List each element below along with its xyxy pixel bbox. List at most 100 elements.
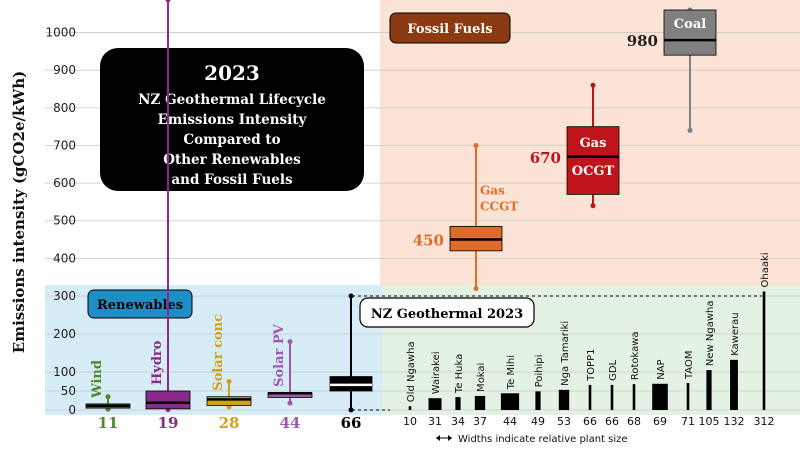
plant-topp1: TOPP1 66: [583, 349, 597, 428]
y-tick-label: 500: [53, 214, 76, 228]
median-value: 980: [627, 32, 658, 50]
box-plots: 11 Wind 19 Hydro 28 Solar conc 44 Solar PV 66 450…: [85, 0, 717, 432]
plant-new-ngawha: New Ngawha 105: [699, 301, 720, 428]
plant-name: Poihipi: [534, 355, 545, 388]
series-label: Gas: [580, 136, 607, 151]
box-plot-coal: 980 Coal: [627, 7, 717, 133]
whisker-cap: [590, 203, 596, 209]
plant-value: 66: [605, 415, 619, 428]
plant-bar: [686, 383, 690, 410]
plant-name: Old Ngawha: [406, 341, 417, 402]
title-line: and Fossil Fuels: [171, 172, 293, 188]
box-plot-hydro: 19 Hydro: [145, 0, 191, 432]
median-value: 11: [98, 414, 119, 432]
plant-name: Ohaaki: [760, 252, 771, 287]
box: [566, 126, 620, 195]
y-tick-label: 200: [53, 327, 76, 341]
y-tick-label: 50: [61, 384, 76, 398]
box-plot-solar-conc: 28 Solar conc: [206, 314, 252, 432]
plant-value: 105: [699, 415, 720, 428]
plant-value: 312: [754, 415, 775, 428]
title-box: [100, 48, 364, 191]
box-plot-gas-ocgt: 670 Gas OCGT: [530, 82, 620, 209]
plant-mokai: Mokai 37: [473, 363, 487, 428]
renewables-label-box: [87, 289, 193, 319]
plant-value: 132: [724, 415, 745, 428]
series-label: Wind: [90, 360, 105, 399]
plant-name: TAOM: [684, 351, 695, 381]
plant-name: Nga Tamariki: [560, 321, 571, 386]
plant-bar: [706, 370, 712, 410]
median-value: 28: [219, 414, 240, 432]
plant-name: New Ngawha: [705, 301, 716, 367]
series-label: Solar PV: [272, 323, 287, 387]
plant-name: Rotokawa: [630, 331, 641, 380]
plant-value: 68: [627, 415, 641, 428]
plant-bar: [588, 384, 592, 410]
plant-old-ngawha: Old Ngawha 10: [403, 341, 417, 428]
plant-value: 66: [583, 415, 597, 428]
whisker-cap: [287, 339, 293, 345]
box-plot-solar-pv: 44 Solar PV: [267, 323, 313, 432]
plant-name: Wairakei: [431, 351, 442, 394]
plant-nga-tamariki: Nga Tamariki 53: [557, 321, 571, 428]
width-note: Widths indicate relative plant size: [436, 434, 628, 445]
plant-kawerau: Kawerau 132: [724, 312, 745, 428]
whisker-cap: [165, 0, 171, 3]
y-tick-label: 100: [53, 365, 76, 379]
whisker-cap: [287, 400, 293, 406]
title-line: 2023: [204, 61, 260, 85]
width-note-text: Widths indicate relative plant size: [458, 434, 628, 445]
plant-value: 69: [653, 415, 667, 428]
geothermal-plants: Old Ngawha 10 Wairakei 31 Te Huka 34 Mokai 37 Te…: [403, 252, 775, 428]
plant-value: 44: [503, 415, 517, 428]
plant-nap: NAP 69: [652, 359, 668, 428]
plant-bar: [730, 359, 738, 410]
title-line: Emissions Intensity: [158, 112, 308, 128]
series-label: Coal: [674, 17, 706, 32]
geothermal-label-box: [359, 297, 535, 328]
plant-gdl: GDL 66: [605, 359, 619, 428]
plant-poihipi: Poihipi 49: [531, 355, 545, 428]
chart-title: 2023 NZ Geothermal Lifecycle Emissions Int…: [138, 61, 326, 188]
plant-te-huka: Te Huka 34: [451, 354, 465, 428]
plant-ohaaki: Ohaaki 312: [754, 252, 775, 428]
plant-bar: [610, 384, 614, 410]
plant-value: 34: [451, 415, 465, 428]
plant-name: Mokai: [476, 363, 487, 392]
whisker-cap: [226, 379, 232, 384]
title-line: NZ Geothermal Lifecycle: [138, 92, 326, 108]
box: [145, 390, 191, 410]
plant-name: GDL: [608, 359, 619, 380]
y-tick-label: 800: [53, 101, 76, 115]
whisker-cap: [473, 285, 479, 291]
y-tick-label: 300: [53, 289, 76, 303]
title-line: Compared to: [183, 132, 280, 148]
box: [206, 396, 252, 406]
plant-value: 49: [531, 415, 545, 428]
y-axis-label: Emissions intensity (gCO2e/kWh): [10, 71, 28, 353]
median-value: 670: [530, 149, 561, 167]
plant-bar: [474, 395, 486, 410]
plant-bar: [535, 391, 541, 410]
y-tick-labels: 400 500 600 700 800 900 1000 0 50 100 200 300: [45, 26, 76, 417]
y-tick-label: 0: [68, 403, 76, 417]
geothermal-label: NZ Geothermal 2023: [371, 307, 523, 322]
plant-name: Te Mihi: [506, 355, 517, 390]
y-tick-label: 700: [53, 138, 76, 152]
series-label: Hydro: [150, 340, 165, 385]
plant-bar: [558, 389, 570, 410]
box: [663, 9, 717, 56]
plant-wairakei: Wairakei 31: [428, 351, 442, 428]
plant-bar: [652, 383, 668, 410]
plant-bar: [455, 397, 461, 410]
series-label: OCGT: [572, 164, 615, 179]
plant-name: TOPP1: [586, 349, 597, 382]
plant-bar: [632, 384, 636, 410]
fossil-label-box: [389, 12, 511, 44]
series-label: Gas: [480, 183, 505, 197]
plant-bar: [408, 406, 412, 410]
plant-name: Kawerau: [730, 312, 741, 355]
plant-value: 37: [473, 415, 487, 428]
